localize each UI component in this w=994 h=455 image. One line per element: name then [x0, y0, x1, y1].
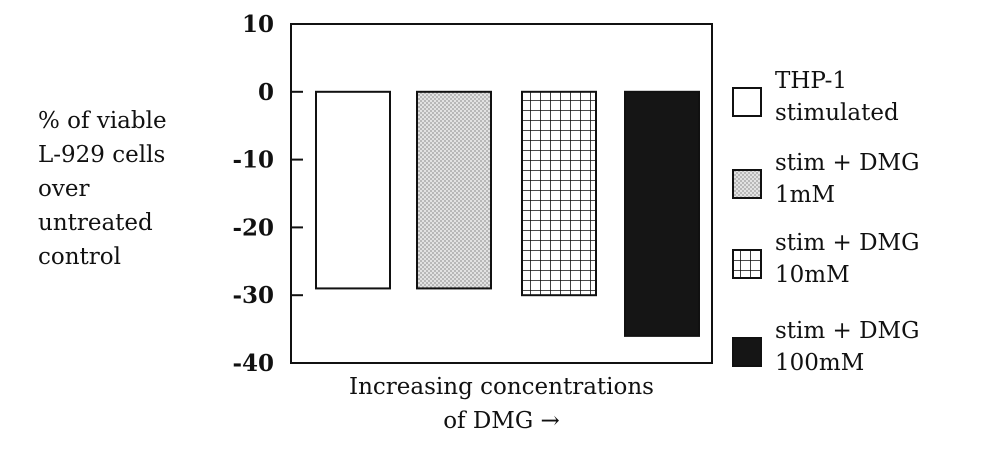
x-axis-label: Increasing concentrations of DMG →: [349, 374, 654, 434]
legend-label-line: 10mM: [775, 262, 850, 288]
y-tick-label: -20: [232, 214, 274, 241]
legend-swatch: [732, 337, 762, 367]
legend-label-line: 1mM: [775, 182, 835, 208]
y-axis: 10 0 -10 -20 -30 -40: [232, 11, 713, 377]
legend-swatch: [732, 249, 762, 279]
y-tick-label: -10: [232, 147, 274, 174]
legend-swatch: [732, 169, 762, 199]
bar-2: [416, 90, 492, 290]
y-axis-label-line: control: [38, 244, 121, 270]
y-tick-label: -30: [232, 282, 274, 309]
bar-1: [315, 90, 391, 290]
x-axis-label-line: of DMG →: [443, 408, 560, 434]
x-axis-label-line: Increasing concentrations: [349, 374, 654, 400]
y-tick-label: 10: [242, 11, 274, 38]
y-axis-label-line: L-929 cells: [38, 142, 165, 168]
y-tick-label: 0: [258, 79, 274, 106]
bar-4: [624, 90, 700, 337]
bar-3: [521, 90, 597, 297]
y-tick-label: -40: [232, 350, 274, 377]
legend-label-line: 100mM: [775, 350, 864, 376]
y-axis-label-line: over: [38, 176, 89, 202]
bars: [315, 90, 700, 337]
legend-swatch: [732, 87, 762, 117]
legend-label-line: stim + DMG: [775, 318, 919, 344]
legend-label-line: stimulated: [775, 100, 899, 126]
plot-frame: [290, 23, 713, 364]
y-axis-label-line: % of viable: [38, 108, 167, 134]
legend-label-line: stim + DMG: [775, 230, 919, 256]
legend-label-line: THP-1: [775, 68, 847, 94]
y-axis-label: % of viable L-929 cells over untreated contr…: [38, 108, 167, 270]
legend: THP-1 stimulated stim + DMG 1mM stim + DMG 10…: [732, 68, 919, 376]
legend-label-line: stim + DMG: [775, 150, 919, 176]
y-axis-label-line: untreated: [38, 210, 153, 236]
